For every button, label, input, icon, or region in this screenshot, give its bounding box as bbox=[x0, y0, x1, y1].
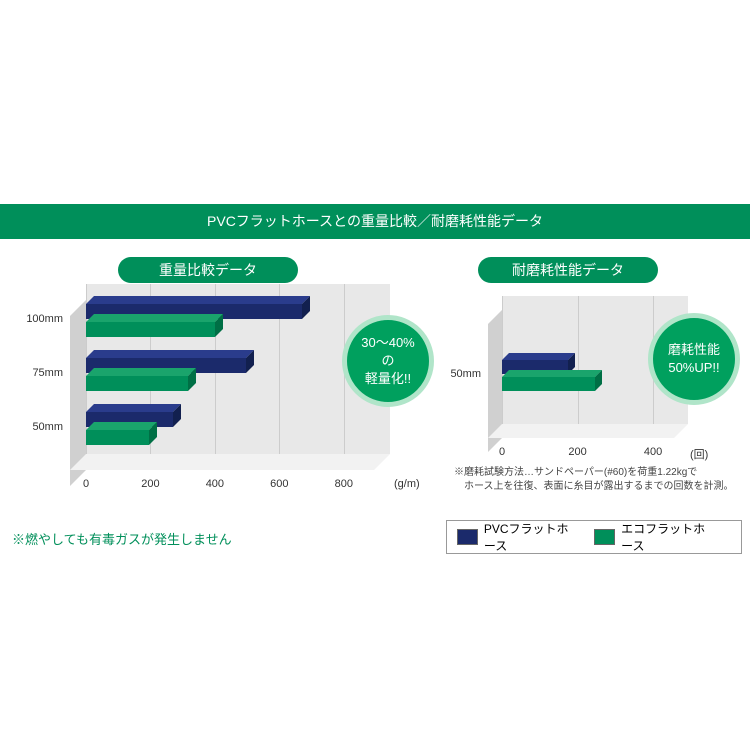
x-tick: 400 bbox=[200, 478, 230, 490]
badge-line: 30〜40% bbox=[361, 334, 414, 352]
banner: PVCフラットホースとの重量比較／耐磨耗性能データ bbox=[0, 204, 750, 239]
x-tick: 200 bbox=[135, 478, 165, 490]
note-line2: ホース上を往復、表面に糸目が露出するまでの回数を計測。 bbox=[454, 480, 734, 494]
note-no-toxic-gas: ※燃やしても有毒ガスが発生しません bbox=[12, 529, 232, 548]
x-tick: 0 bbox=[487, 446, 517, 458]
category-label: 50mm bbox=[15, 421, 63, 433]
legend: PVCフラットホース エコフラットホース bbox=[446, 520, 742, 554]
chart-badge: 30〜40%の軽量化!! bbox=[342, 315, 434, 407]
chart-badge: 磨耗性能50%UP!! bbox=[648, 313, 740, 405]
bar-front bbox=[86, 322, 215, 337]
bar-front bbox=[86, 430, 149, 445]
legend-swatch bbox=[594, 529, 615, 545]
x-tick: 0 bbox=[71, 478, 101, 490]
note-line1: ※磨耗試験方法…サンドペーパー(#60)を荷重1.22kgで bbox=[454, 466, 734, 480]
bar-front bbox=[502, 377, 595, 391]
bar-top bbox=[502, 370, 602, 377]
x-unit: (回) bbox=[690, 446, 708, 462]
gridline bbox=[578, 296, 579, 424]
badge-line: 50%UP!! bbox=[668, 359, 719, 377]
chart-floor bbox=[488, 424, 688, 438]
bar-top bbox=[86, 296, 310, 304]
legend-label: PVCフラットホース bbox=[484, 520, 576, 554]
chart-floor bbox=[70, 454, 390, 470]
category-label: 50mm bbox=[433, 368, 481, 380]
category-label: 75mm bbox=[15, 367, 63, 379]
x-tick: 600 bbox=[264, 478, 294, 490]
chart-title-pill: 重量比較データ bbox=[118, 257, 298, 283]
bar-top bbox=[86, 368, 196, 376]
x-tick: 400 bbox=[638, 446, 668, 458]
bar-top bbox=[86, 350, 254, 358]
badge-line: の bbox=[381, 352, 394, 370]
bar-top bbox=[86, 404, 181, 412]
badge-line: 磨耗性能 bbox=[668, 341, 720, 359]
x-tick: 800 bbox=[329, 478, 359, 490]
chart-title-pill: 耐磨耗性能データ bbox=[478, 257, 658, 283]
bar-top bbox=[86, 314, 223, 322]
badge-line: 軽量化!! bbox=[365, 370, 411, 388]
bar-top bbox=[502, 353, 575, 360]
x-unit: (g/m) bbox=[394, 478, 420, 490]
category-label: 100mm bbox=[15, 313, 63, 325]
bar-front bbox=[86, 376, 188, 391]
legend-label: エコフラットホース bbox=[621, 520, 713, 554]
x-tick: 200 bbox=[563, 446, 593, 458]
bar-top bbox=[86, 422, 157, 430]
legend-swatch bbox=[457, 529, 478, 545]
note-test-method: ※磨耗試験方法…サンドペーパー(#60)を荷重1.22kgで ホース上を往復、表… bbox=[454, 466, 734, 494]
